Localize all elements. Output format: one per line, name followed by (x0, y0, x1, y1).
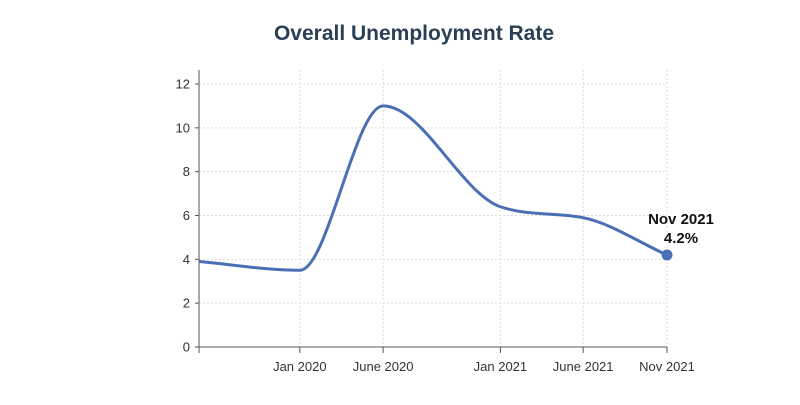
data-point-marker (661, 249, 673, 261)
series-layer (198, 104, 668, 272)
y-tick-label: 2 (183, 296, 190, 311)
annotation-layer: Nov 2021 4.2% (648, 211, 714, 261)
x-tick-label: June 2020 (353, 359, 414, 374)
y-tick-label: 8 (183, 164, 190, 179)
y-tick-label: 12 (176, 77, 190, 92)
x-tick-label: Jan 2020 (273, 359, 327, 374)
series-line (198, 104, 668, 272)
annotation-value-label: 4.2% (664, 230, 698, 247)
annotation-date-label: Nov 2021 (648, 211, 714, 228)
y-tick-label: 6 (183, 208, 190, 223)
y-tick-label: 10 (176, 120, 190, 135)
x-tick-label: Jan 2021 (474, 359, 528, 374)
x-tick-label: Nov 2021 (639, 359, 695, 374)
grid-lines (199, 70, 668, 347)
chart-title: Overall Unemployment Rate (273, 22, 555, 45)
y-tick-label: 4 (183, 252, 190, 267)
y-tick-label: 0 (183, 340, 190, 355)
x-tick-label: June 2021 (553, 359, 614, 374)
axes: 0 2 4 6 8 10 12 Jan 2020 June 2020 Jan 2021 June 2… (176, 70, 695, 374)
